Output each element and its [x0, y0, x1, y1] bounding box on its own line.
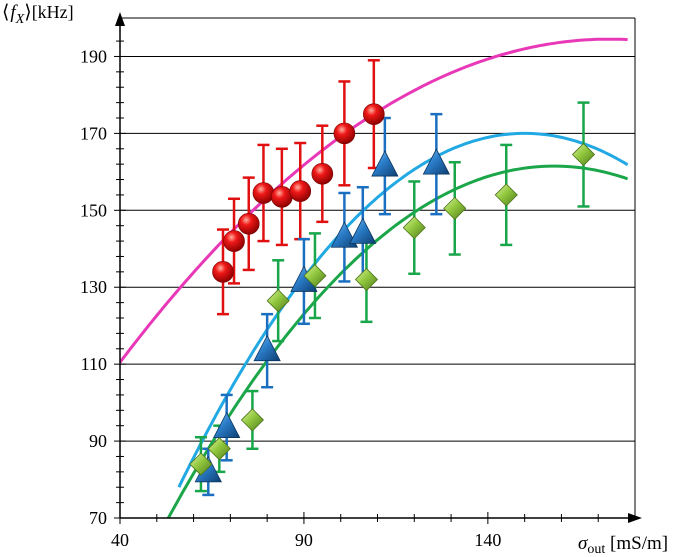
grid-lines [120, 55, 635, 442]
y-tick-label: 110 [81, 354, 107, 374]
x-tick-label: 90 [295, 530, 313, 550]
x-tick-label: 140 [474, 530, 501, 550]
data-point-green [402, 216, 426, 240]
y-axis-arrow [115, 12, 125, 26]
data-point-green [303, 264, 327, 288]
data-point-red [311, 162, 334, 185]
y-axis-label: ⟨fX⟩[kHz] [2, 2, 74, 27]
data-point-red [271, 186, 293, 208]
data-point-blue [253, 334, 281, 362]
x-tick-label: 40 [111, 530, 129, 550]
data-point-green [240, 408, 264, 432]
data-point-blue [213, 411, 241, 439]
data-point-green [189, 452, 213, 476]
y-tick-label: 190 [80, 46, 107, 66]
y-tick-label: 130 [80, 277, 107, 297]
data-markers [189, 103, 596, 483]
axis-labels: ⟨fX⟩[kHz] σout [mS/m] [2, 2, 668, 557]
data-point-green [354, 267, 379, 292]
axes: 70 90 110 130 150 170 190 40 90 140 [80, 12, 642, 550]
data-point-green [494, 183, 518, 207]
data-point-red [212, 261, 234, 283]
data-point-blue [349, 217, 377, 244]
y-tick-label: 170 [80, 123, 107, 143]
x-axis-label: σout [mS/m] [578, 533, 668, 557]
data-point-red [289, 180, 312, 202]
fit-curve-3 [166, 164, 629, 518]
data-point-blue [371, 150, 399, 177]
data-point-blue [422, 148, 451, 175]
data-point-red [223, 230, 245, 252]
data-point-green [443, 196, 467, 220]
data-point-green [207, 437, 231, 461]
data-point-green [571, 142, 596, 167]
y-tick-label: 150 [80, 200, 107, 220]
data-point-red [363, 103, 385, 125]
data-point-red [237, 212, 260, 235]
fit-curve-2 [177, 131, 629, 488]
y-tick-label: 90 [89, 431, 107, 451]
y-tick-label: 70 [89, 508, 107, 528]
data-point-red [333, 122, 356, 145]
data-point-red [252, 182, 275, 204]
x-axis-arrow [628, 513, 642, 523]
data-point-green [266, 289, 290, 313]
